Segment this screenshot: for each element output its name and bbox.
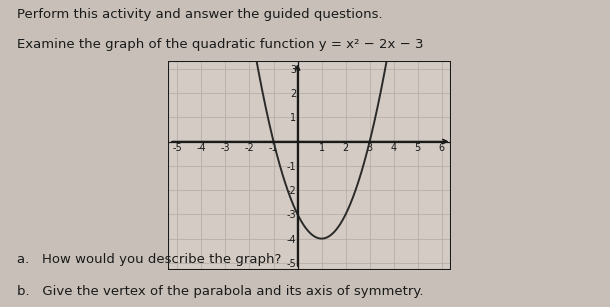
Text: Examine the graph of the quadratic function y = x² − 2x − 3: Examine the graph of the quadratic funct… [17,38,423,51]
Text: a.   How would you describe the graph?: a. How would you describe the graph? [17,253,281,266]
Text: b.   Give the vertex of the parabola and its axis of symmetry.: b. Give the vertex of the parabola and i… [17,285,423,298]
Text: Perform this activity and answer the guided questions.: Perform this activity and answer the gui… [17,8,382,21]
